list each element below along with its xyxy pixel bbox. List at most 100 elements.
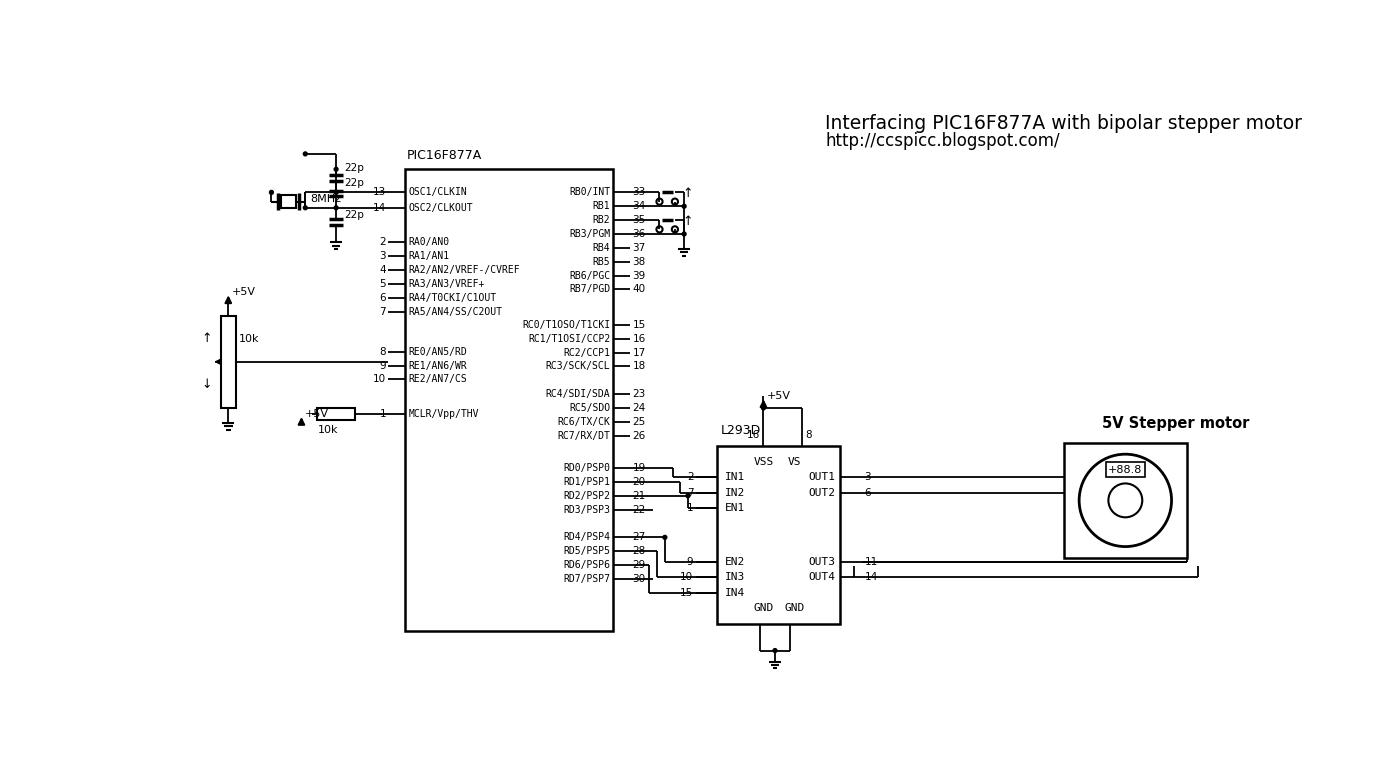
Text: OUT3: OUT3 bbox=[809, 557, 836, 567]
Text: 10: 10 bbox=[373, 375, 386, 384]
Bar bbox=[317, 408, 355, 421]
Circle shape bbox=[682, 232, 686, 236]
Text: 2: 2 bbox=[686, 472, 693, 482]
Text: 16: 16 bbox=[747, 430, 761, 440]
Text: 3: 3 bbox=[379, 251, 386, 261]
Text: 13: 13 bbox=[373, 188, 386, 198]
Text: 5V Stepper motor: 5V Stepper motor bbox=[1102, 416, 1250, 431]
Text: 2: 2 bbox=[379, 238, 386, 248]
Circle shape bbox=[663, 535, 667, 539]
Text: ↓: ↓ bbox=[201, 378, 212, 391]
Text: 22: 22 bbox=[632, 504, 646, 514]
Text: 26: 26 bbox=[632, 431, 646, 441]
Bar bbox=[221, 315, 236, 408]
Circle shape bbox=[303, 152, 308, 156]
Text: +5V: +5V bbox=[766, 391, 790, 401]
Text: RA0/AN0: RA0/AN0 bbox=[408, 238, 450, 248]
Text: 28: 28 bbox=[632, 546, 646, 556]
Text: 35: 35 bbox=[632, 215, 646, 225]
Text: 24: 24 bbox=[632, 403, 646, 413]
Text: RE0/AN5/RD: RE0/AN5/RD bbox=[408, 347, 467, 357]
Text: RC1/T1OSI/CCP2: RC1/T1OSI/CCP2 bbox=[528, 334, 610, 344]
Text: 33: 33 bbox=[632, 188, 646, 198]
Text: RE1/AN6/WR: RE1/AN6/WR bbox=[408, 361, 467, 371]
Text: 7: 7 bbox=[379, 307, 386, 317]
Text: 37: 37 bbox=[632, 243, 646, 253]
Text: RD6/PSP6: RD6/PSP6 bbox=[563, 560, 610, 570]
Text: RB0/INT: RB0/INT bbox=[569, 188, 610, 198]
Text: 22p: 22p bbox=[344, 163, 365, 173]
Circle shape bbox=[762, 406, 765, 410]
Text: RC5/SDO: RC5/SDO bbox=[569, 403, 610, 413]
Text: RE2/AN7/CS: RE2/AN7/CS bbox=[408, 375, 467, 384]
Text: 40: 40 bbox=[632, 285, 646, 295]
Text: 10k: 10k bbox=[239, 334, 260, 344]
Text: OUT1: OUT1 bbox=[809, 472, 836, 482]
Text: 34: 34 bbox=[632, 201, 646, 211]
Text: OUT4: OUT4 bbox=[809, 572, 836, 582]
Circle shape bbox=[686, 494, 689, 498]
Text: +5V: +5V bbox=[232, 288, 256, 298]
Text: RD3/PSP3: RD3/PSP3 bbox=[563, 504, 610, 514]
Text: 11: 11 bbox=[864, 557, 878, 567]
Text: 8: 8 bbox=[379, 347, 386, 357]
Text: ↑: ↑ bbox=[201, 332, 212, 345]
Bar bbox=[717, 447, 840, 624]
Text: RA4/T0CKI/C1OUT: RA4/T0CKI/C1OUT bbox=[408, 293, 496, 303]
Text: 9: 9 bbox=[379, 361, 386, 371]
Text: 29: 29 bbox=[632, 560, 646, 570]
Text: IN3: IN3 bbox=[726, 572, 745, 582]
Circle shape bbox=[334, 168, 338, 171]
Text: 38: 38 bbox=[632, 257, 646, 267]
Text: IN1: IN1 bbox=[726, 472, 745, 482]
Text: 5: 5 bbox=[379, 279, 386, 289]
Text: RA2/AN2/VREF-/CVREF: RA2/AN2/VREF-/CVREF bbox=[408, 265, 520, 275]
Text: EN2: EN2 bbox=[726, 557, 745, 567]
Text: 20: 20 bbox=[632, 477, 646, 487]
Text: VSS: VSS bbox=[754, 457, 773, 467]
Bar bbox=[281, 195, 296, 208]
Text: VS: VS bbox=[787, 457, 801, 467]
Text: 10: 10 bbox=[681, 572, 693, 582]
Text: 8MHz: 8MHz bbox=[310, 194, 341, 204]
Text: ↑: ↑ bbox=[682, 215, 693, 228]
Text: 39: 39 bbox=[632, 271, 646, 281]
Text: 14: 14 bbox=[373, 203, 386, 213]
Text: 18: 18 bbox=[632, 361, 646, 371]
Text: RD5/PSP5: RD5/PSP5 bbox=[563, 546, 610, 556]
Text: OUT2: OUT2 bbox=[809, 488, 836, 498]
Circle shape bbox=[773, 648, 777, 652]
Text: 22p: 22p bbox=[344, 211, 365, 221]
Text: 15: 15 bbox=[679, 588, 693, 598]
Text: RC6/TX/CK: RC6/TX/CK bbox=[558, 417, 610, 427]
Text: RC2/CCP1: RC2/CCP1 bbox=[563, 348, 610, 358]
Text: +88.8: +88.8 bbox=[1109, 464, 1142, 474]
Text: RA5/AN4/SS/C2OUT: RA5/AN4/SS/C2OUT bbox=[408, 307, 502, 317]
Text: OSC2/CLKOUT: OSC2/CLKOUT bbox=[408, 203, 473, 213]
Text: RB2: RB2 bbox=[593, 215, 610, 225]
Bar bbox=[1064, 443, 1187, 558]
Text: 7: 7 bbox=[686, 488, 693, 498]
Text: RC7/RX/DT: RC7/RX/DT bbox=[558, 431, 610, 441]
Text: 30: 30 bbox=[632, 574, 646, 584]
Circle shape bbox=[334, 206, 338, 210]
Text: RD1/PSP1: RD1/PSP1 bbox=[563, 477, 610, 487]
Text: MCLR/Vpp/THV: MCLR/Vpp/THV bbox=[408, 409, 480, 419]
Circle shape bbox=[334, 191, 338, 195]
Text: GND: GND bbox=[754, 603, 773, 613]
Text: RC4/SDI/SDA: RC4/SDI/SDA bbox=[545, 389, 610, 399]
Text: http://ccspicc.blogspot.com/: http://ccspicc.blogspot.com/ bbox=[825, 132, 1060, 150]
Text: 14: 14 bbox=[864, 572, 878, 582]
Text: 8: 8 bbox=[805, 430, 812, 440]
Text: 6: 6 bbox=[379, 293, 386, 303]
Text: 19: 19 bbox=[632, 463, 646, 473]
Text: RB4: RB4 bbox=[593, 243, 610, 253]
Text: L293D: L293D bbox=[721, 424, 762, 438]
Text: 25: 25 bbox=[632, 417, 646, 427]
Text: 15: 15 bbox=[632, 320, 646, 330]
Text: RD0/PSP0: RD0/PSP0 bbox=[563, 463, 610, 473]
Text: 1: 1 bbox=[379, 409, 386, 419]
Circle shape bbox=[682, 205, 686, 208]
Text: 22p: 22p bbox=[344, 178, 365, 188]
Text: 6: 6 bbox=[864, 488, 871, 498]
